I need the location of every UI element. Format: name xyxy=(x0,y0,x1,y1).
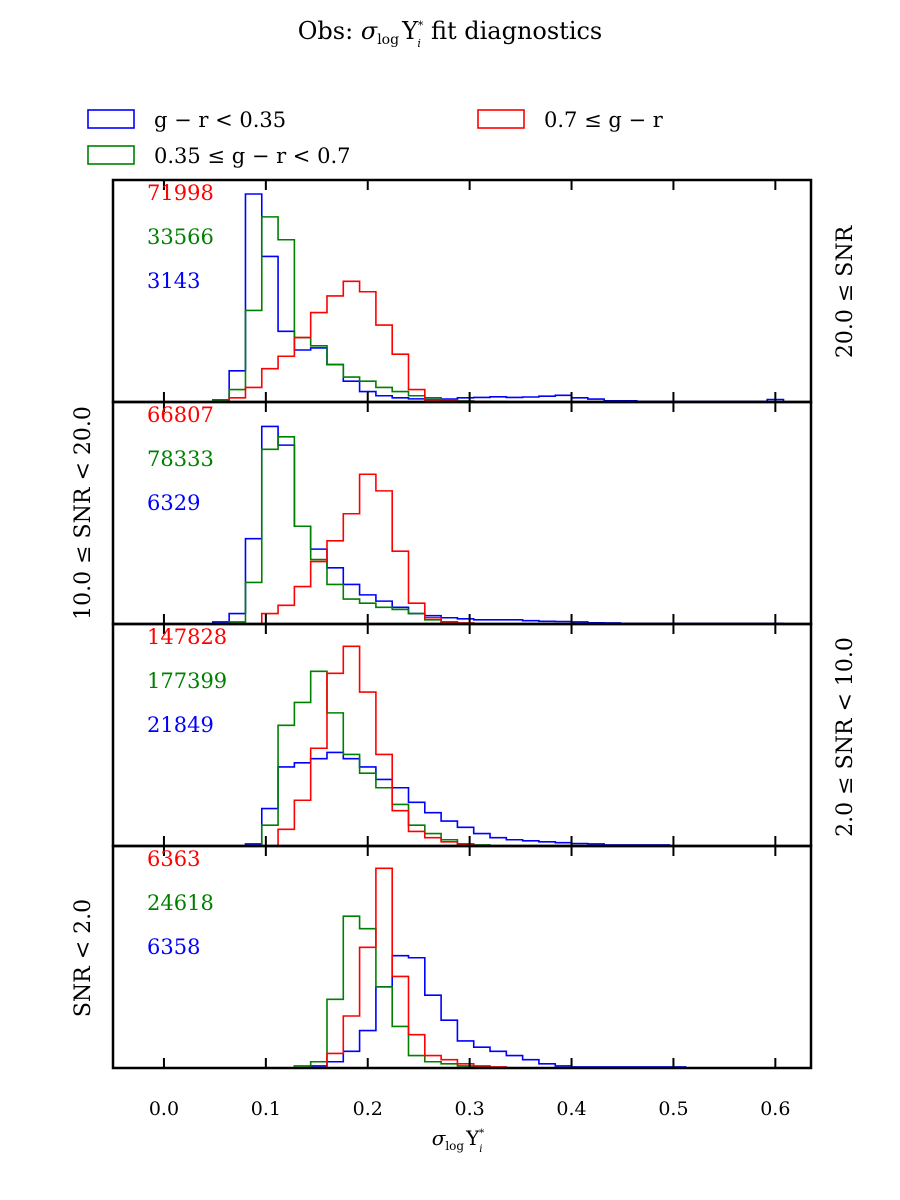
x-tick-label: 0.2 xyxy=(353,1098,383,1120)
x-tick-label: 0.6 xyxy=(760,1098,790,1120)
panel-3-side-label: 2.0 ≤ SNR < 10.0 xyxy=(833,637,858,837)
x-tick-label: 0.5 xyxy=(658,1098,688,1120)
count-red-panel-2: 66807 xyxy=(147,403,214,427)
legend-swatch-red xyxy=(477,109,525,129)
count-red-panel-3: 147828 xyxy=(147,625,227,649)
panel-1-side-label: 20.0 ≤ SNR xyxy=(833,224,858,358)
panel-4: 6363 24618 6358 xyxy=(111,844,813,1070)
count-green-panel-3: 177399 xyxy=(147,669,227,693)
panel-4-side-label: SNR < 2.0 xyxy=(71,899,96,1017)
x-tick-label: 0.0 xyxy=(149,1098,179,1120)
x-axis-label: σlog Υ* i xyxy=(432,1126,485,1155)
legend-label-green: 0.35 ≤ g − r < 0.7 xyxy=(154,144,350,168)
chart-title: Obs: σlog Υ* i fit diagnostics xyxy=(298,17,603,50)
legend-label-blue: g − r < 0.35 xyxy=(154,108,286,132)
x-tick-label: 0.4 xyxy=(556,1098,586,1120)
legend-swatch-green xyxy=(87,145,135,165)
x-tick-labels: 0.0 0.1 0.2 0.3 0.4 0.5 0.6 xyxy=(149,1098,791,1120)
count-green-panel-1: 33566 xyxy=(147,225,214,249)
count-red-panel-1: 71998 xyxy=(147,181,214,205)
panel-2-side-label: 10.0 ≤ SNR < 20.0 xyxy=(71,406,96,620)
count-blue-panel-3: 21849 xyxy=(147,713,214,737)
legend-label-red: 0.7 ≤ g − r xyxy=(544,108,664,132)
panels: 71998 33566 3143 66807 78333 6329 147828 177399… xyxy=(111,178,813,1070)
count-blue-panel-4: 6358 xyxy=(147,935,200,959)
legend-swatch-blue xyxy=(87,109,135,129)
count-green-panel-4: 24618 xyxy=(147,891,214,915)
legend: g − r < 0.35 0.35 ≤ g − r < 0.7 0.7 ≤ g … xyxy=(87,108,664,168)
x-tick-label: 0.1 xyxy=(251,1098,281,1120)
count-red-panel-4: 6363 xyxy=(147,847,200,871)
count-blue-panel-2: 6329 xyxy=(147,491,200,515)
x-tick-label: 0.3 xyxy=(455,1098,485,1120)
count-green-panel-2: 78333 xyxy=(147,447,214,471)
panel-frame-4 xyxy=(111,844,813,1070)
count-blue-panel-1: 3143 xyxy=(147,269,200,293)
